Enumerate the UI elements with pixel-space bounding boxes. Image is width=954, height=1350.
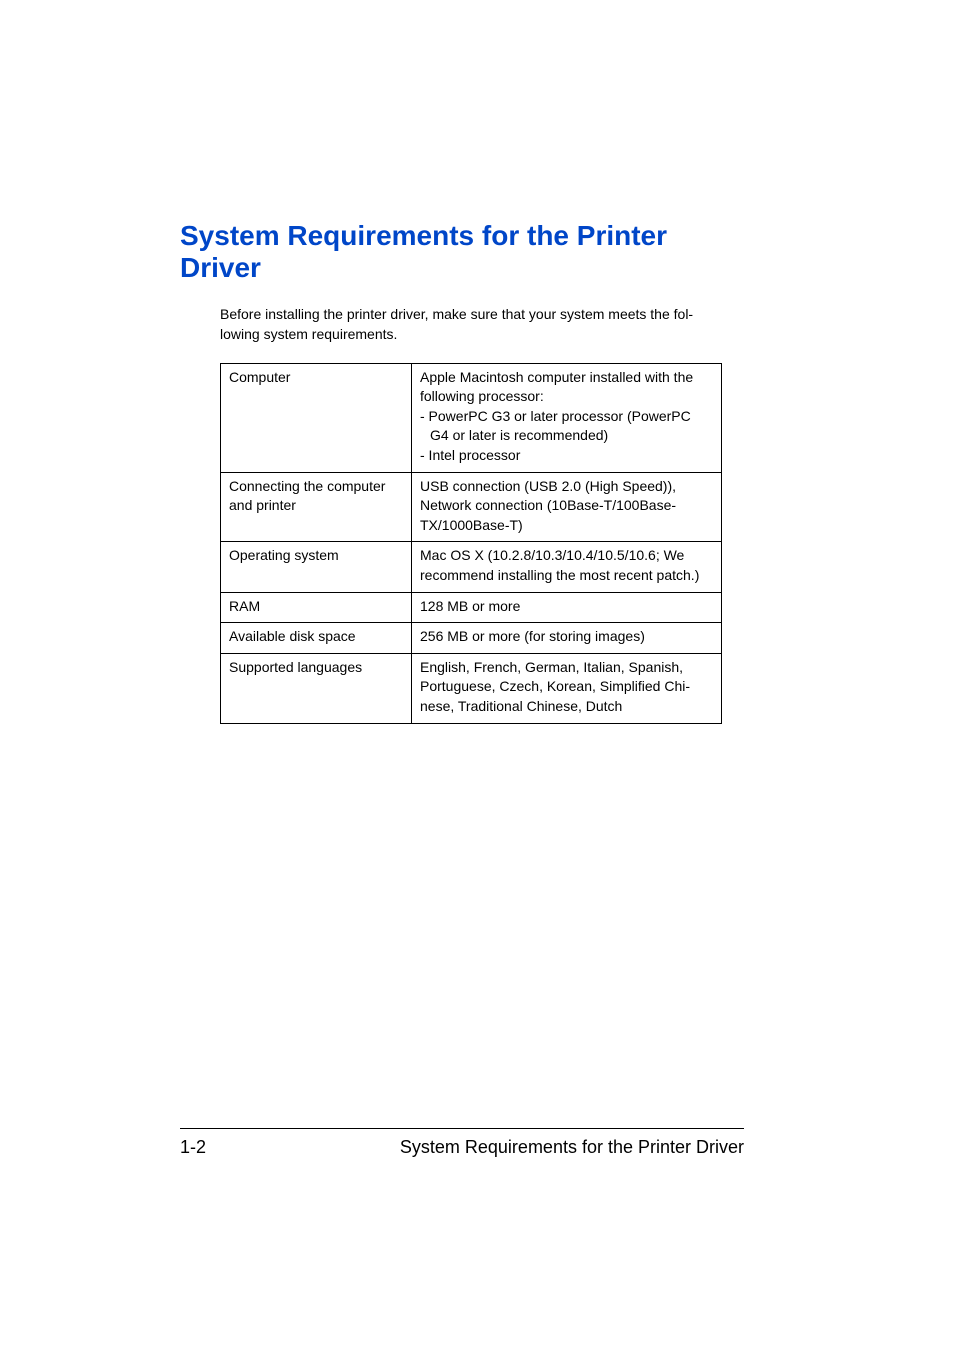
table-key: RAM	[221, 592, 412, 623]
val-line: English, French, German, Italian, Spanis…	[420, 659, 690, 695]
table-key: Connecting the computer and printer	[221, 472, 412, 542]
val-line: G4 or later is recommended)	[420, 426, 713, 446]
table-key: Operating system	[221, 542, 412, 592]
table-row: Operating system Mac OS X (10.2.8/10.3/1…	[221, 542, 722, 592]
table-val: English, French, German, Italian, Spanis…	[412, 653, 722, 723]
section-heading: System Requirements for the Printer Driv…	[180, 220, 744, 284]
val-line: nese, Traditional Chinese, Dutch	[420, 698, 622, 714]
intro-line-1: Before installing the printer driver, ma…	[220, 306, 693, 322]
footer-divider	[180, 1128, 744, 1129]
table-key: Available disk space	[221, 623, 412, 654]
table-val: 256 MB or more (for storing images)	[412, 623, 722, 654]
table-val: 128 MB or more	[412, 592, 722, 623]
val-line: - PowerPC G3 or later processor (PowerPC	[420, 408, 691, 424]
table-row: Supported languages English, French, Ger…	[221, 653, 722, 723]
table-val: Apple Macintosh computer installed with …	[412, 363, 722, 472]
page-footer: 1-2 System Requirements for the Printer …	[180, 1128, 744, 1158]
table-row: RAM 128 MB or more	[221, 592, 722, 623]
table-key: Computer	[221, 363, 412, 472]
table-key: Supported languages	[221, 653, 412, 723]
page-number: 1-2	[180, 1137, 206, 1158]
val-line: 256 MB or more (for storing images)	[420, 628, 645, 644]
val-line: Mac OS X (10.2.8/10.3/10.4/10.5/10.6; We…	[420, 547, 699, 583]
table-row: Computer Apple Macintosh computer instal…	[221, 363, 722, 472]
val-line: - Intel processor	[420, 447, 520, 463]
table-val: USB connection (USB 2.0 (High Speed)), N…	[412, 472, 722, 542]
val-line: USB connection (USB 2.0 (High Speed)), N…	[420, 478, 676, 533]
table-val: Mac OS X (10.2.8/10.3/10.4/10.5/10.6; We…	[412, 542, 722, 592]
intro-line-2: lowing system requirements.	[220, 326, 397, 342]
table-row: Available disk space 256 MB or more (for…	[221, 623, 722, 654]
val-line: Apple Macintosh computer installed with …	[420, 369, 693, 405]
table-row: Connecting the computer and printer USB …	[221, 472, 722, 542]
intro-paragraph: Before installing the printer driver, ma…	[220, 304, 744, 345]
val-line: 128 MB or more	[420, 598, 520, 614]
footer-title: System Requirements for the Printer Driv…	[400, 1137, 744, 1158]
requirements-table: Computer Apple Macintosh computer instal…	[220, 363, 722, 724]
